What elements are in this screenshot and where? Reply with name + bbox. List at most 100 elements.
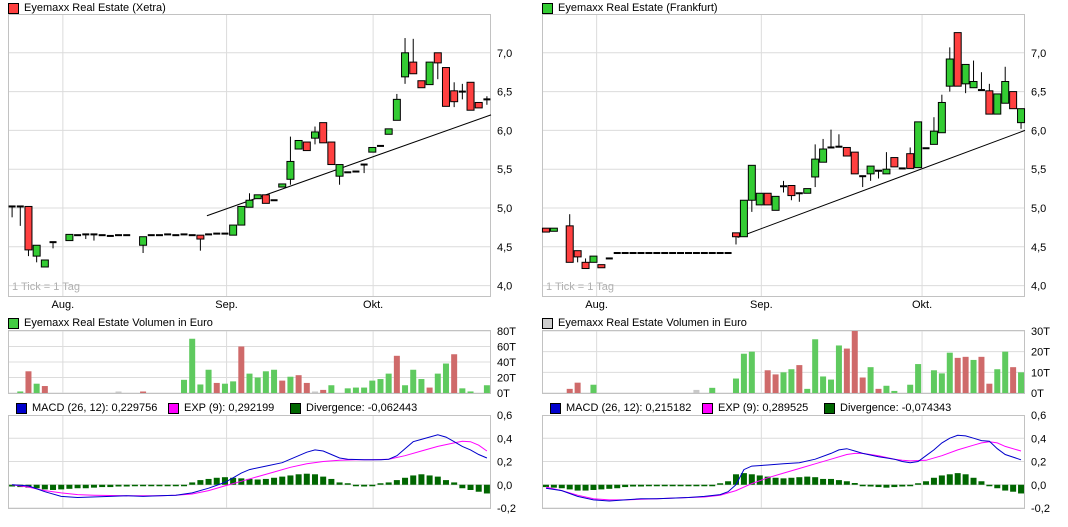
axis-tick-label: -0,2 xyxy=(1031,503,1050,515)
divergence-bar xyxy=(287,475,294,485)
volume-chart[interactable]: 80T 60T 40T 20T 0T xyxy=(8,326,528,400)
doji-dash xyxy=(795,192,803,195)
candle-up xyxy=(549,227,558,232)
candle-up xyxy=(811,158,820,178)
candle-up xyxy=(245,199,254,208)
volume-bar xyxy=(115,391,122,393)
axis-tick-label: 5,0 xyxy=(497,203,512,215)
candle-up xyxy=(755,192,764,206)
axis-tick-label: 0T xyxy=(1031,388,1044,400)
macd-chart[interactable]: 0,6 0,4 0,2 0,0 -0,2 xyxy=(8,410,528,515)
plot-border xyxy=(8,330,491,394)
axis-tick-label: 10T xyxy=(1031,367,1050,379)
divergence-series-swatch xyxy=(290,402,301,414)
candle-down xyxy=(433,52,442,64)
doji-dash xyxy=(106,234,114,237)
volume-bar xyxy=(946,352,953,393)
divergence-bar xyxy=(732,474,739,485)
divergence-bar xyxy=(542,484,549,488)
volume-bar xyxy=(1002,351,1009,393)
axis-tick-label: 0,0 xyxy=(497,480,512,492)
divergence-bar xyxy=(442,480,449,485)
month-label: Sep. xyxy=(215,299,238,311)
volume-bar xyxy=(377,379,384,393)
volume-bar xyxy=(788,369,795,393)
volume-chart[interactable]: 30T 20T 10T 0T xyxy=(542,326,1062,400)
doji-dash xyxy=(708,252,716,255)
volume-bar xyxy=(1010,367,1017,393)
volume-bar xyxy=(369,380,376,393)
plot-border xyxy=(8,415,491,509)
volume-bar xyxy=(197,384,204,393)
price-chart[interactable]: 7,0 6,5 6,0 5,5 5,0 4,5 4,0 xyxy=(541,14,1062,297)
price-series-swatch xyxy=(542,2,553,14)
axis-tick-label: 6,0 xyxy=(497,125,512,137)
volume-bar xyxy=(859,377,866,393)
doji-dash xyxy=(221,232,229,235)
doji-dash xyxy=(360,163,368,166)
volume-bar xyxy=(418,379,425,393)
axis-tick-label: 0,0 xyxy=(1031,480,1046,492)
divergence-bar xyxy=(426,475,433,485)
volume-bar xyxy=(459,388,466,393)
price-chart[interactable]: 7,0 6,5 6,0 5,5 5,0 4,5 4,0 xyxy=(8,14,528,297)
doji-dash xyxy=(155,234,163,237)
doji-dash xyxy=(629,252,637,255)
divergence-bar xyxy=(867,484,874,487)
doji-dash xyxy=(74,234,82,237)
divergence-bar xyxy=(986,484,993,487)
volume-chart-title: Eyemaxx Real Estate Volumen in Euro xyxy=(24,317,213,329)
divergence-bar xyxy=(205,478,212,485)
candle-down xyxy=(409,61,418,75)
volume-bar xyxy=(181,379,188,393)
candle-down xyxy=(842,146,851,157)
divergence-bar xyxy=(311,474,318,485)
divergence-bar xyxy=(369,484,376,487)
divergence-bar xyxy=(393,480,400,485)
divergence-bar xyxy=(41,484,48,490)
macd-line xyxy=(545,434,1022,502)
candle-up xyxy=(945,58,954,87)
volume-bar xyxy=(1018,372,1025,393)
exp-line xyxy=(12,440,488,497)
volume-bar xyxy=(230,381,237,393)
exp-legend-item: EXP (9): 0,289525 xyxy=(702,402,808,414)
plot-border xyxy=(8,14,491,297)
doji-dash xyxy=(700,252,708,255)
volume-bar xyxy=(41,386,48,393)
divergence-bar xyxy=(262,478,269,485)
divergence-bar xyxy=(709,484,716,487)
divergence-bar xyxy=(637,484,644,487)
candle-down xyxy=(474,101,483,109)
volume-bar xyxy=(875,388,882,393)
volume-bar xyxy=(748,351,755,393)
axis-tick-label: 20T xyxy=(1031,347,1050,359)
volume-bar xyxy=(189,338,196,393)
divergence-bar xyxy=(804,476,811,485)
candle-up xyxy=(937,101,946,134)
doji-dash xyxy=(180,233,188,236)
volume-bar xyxy=(732,378,739,393)
candle-up xyxy=(310,131,319,139)
macd-chart[interactable]: 0,6 0,4 0,2 0,0 -0,2 xyxy=(542,410,1062,515)
candle-up xyxy=(139,236,148,246)
divergence-bar xyxy=(915,483,922,485)
candle-up xyxy=(425,61,434,86)
volume-bar xyxy=(962,356,969,393)
volume-bar xyxy=(434,373,441,393)
divergence-bar xyxy=(550,484,557,488)
doji-dash xyxy=(875,169,883,172)
axis-tick-label: 5,5 xyxy=(497,164,512,176)
divergence-bar xyxy=(946,474,953,485)
axis-tick-label: -0,2 xyxy=(497,503,516,515)
axis-tick-label: 4,0 xyxy=(497,281,512,293)
divergence-bar xyxy=(899,484,906,487)
doji-dash xyxy=(613,252,621,255)
divergence-legend-label: Divergence: -0,062443 xyxy=(306,402,418,414)
divergence-bar xyxy=(90,484,97,488)
doji-dash xyxy=(82,233,90,236)
divergence-bar xyxy=(978,481,985,485)
axis-tick-label: 0,2 xyxy=(1031,457,1046,469)
divergence-bar xyxy=(883,484,890,488)
volume-legend: Eyemaxx Real Estate Volumen in Euro xyxy=(542,317,747,329)
